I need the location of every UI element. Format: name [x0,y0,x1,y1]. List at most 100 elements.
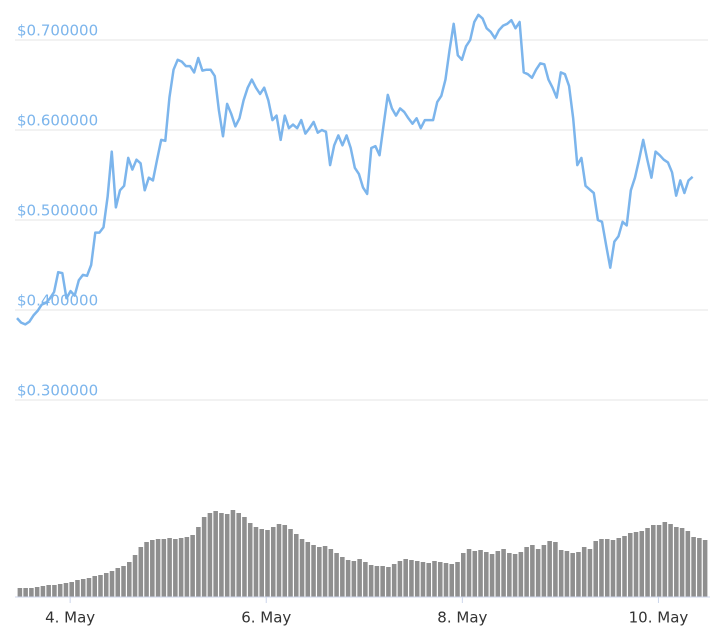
volume-bar [121,566,126,597]
volume-bar [604,539,610,597]
volume-bar [317,547,322,597]
volume-bar [587,549,593,597]
volume-bar [63,583,69,597]
volume-bar [610,540,616,597]
volume-bar [455,562,460,597]
volume-bar [530,545,535,597]
volume-bar [691,537,696,597]
volume-bar [34,587,40,597]
volume-bar [340,557,345,597]
volume-bar [270,527,276,597]
volume-bar [17,588,23,597]
volume-bar [541,545,547,597]
volume-bar [414,561,420,597]
volume-bar [512,554,518,597]
volume-bar [328,549,334,597]
volume-bar [547,541,552,597]
y-tick-label: $0.700000 [17,22,98,40]
x-tick-label: 10. May [629,609,689,627]
volume-bar [150,540,155,597]
volume-bar [288,529,293,597]
volume-bar [98,575,103,597]
volume-bar [466,549,472,597]
volume-bar [639,531,645,597]
volume-bar [52,585,57,597]
volume-bar [294,534,299,597]
volume-bar [184,537,190,597]
volume-bar [518,552,524,597]
volume-bar [40,586,46,597]
volume-bar [374,566,380,597]
volume-bar [501,549,506,597]
y-tick-label: $0.600000 [17,112,98,130]
volume-bar [420,562,426,597]
volume-bar [247,523,253,597]
volume-bar [443,563,449,597]
volume-bar [599,539,604,597]
volume-bar [668,524,673,597]
volume-bar [524,547,529,597]
volume-bar [507,553,512,597]
volume-bar [138,547,144,597]
volume-bar [484,552,489,597]
volume-bar [397,561,403,597]
y-tick-label: $0.400000 [17,292,98,310]
volume-bar [201,517,207,597]
volume-bar [46,585,51,597]
volume-bar [576,552,581,597]
volume-bar [230,510,236,597]
volume-bar [144,542,149,597]
volume-bar [75,580,80,597]
volume-bar [633,532,639,597]
volume-bar [363,562,368,597]
volume-bar [178,538,184,597]
volume-bar [622,536,627,597]
volume-bar [190,535,195,597]
volume-bar [351,561,357,597]
volume-bar [581,547,587,597]
volume-bar [224,514,230,597]
y-tick-label: $0.300000 [17,382,98,400]
volume-bar [115,568,121,597]
volume-bar [380,566,385,597]
volume-bar [357,559,362,597]
volume-bar [219,513,224,597]
volume-bar [299,539,305,597]
volume-bar [570,553,575,597]
volume-bar [213,511,218,597]
volume-bar [345,560,351,597]
volume-bar [127,562,132,597]
volume-bar [495,551,501,597]
volume-bar [472,551,478,597]
volume-bar [242,517,247,597]
volume-bar [276,524,282,597]
volume-bar [409,560,414,597]
volume-bar [69,582,74,597]
volume-bar [253,527,259,597]
volume-bar [265,530,270,597]
y-tick-label: $0.500000 [17,202,98,220]
volume-bar [103,573,109,597]
volume-bar [679,528,685,597]
volume-bar [535,549,541,597]
volume-bar [207,513,213,597]
volume-bar [155,539,161,597]
volume-bar [57,584,63,597]
volume-bar [449,564,455,597]
x-tick-label: 6. May [241,609,291,627]
volume-bar [702,540,708,597]
price-line [16,13,694,326]
volume-bar [23,588,28,597]
volume-bar [437,562,443,597]
volume-bar [173,539,178,597]
x-tick-label: 8. May [437,609,487,627]
volume-bar [645,528,650,597]
volume-bar [132,555,138,597]
volume-bar [489,554,495,597]
volume-bar [616,538,622,597]
volume-bar [553,542,558,597]
volume-bar [460,553,466,597]
volume-bar [282,525,288,597]
volume-bar [697,538,702,597]
